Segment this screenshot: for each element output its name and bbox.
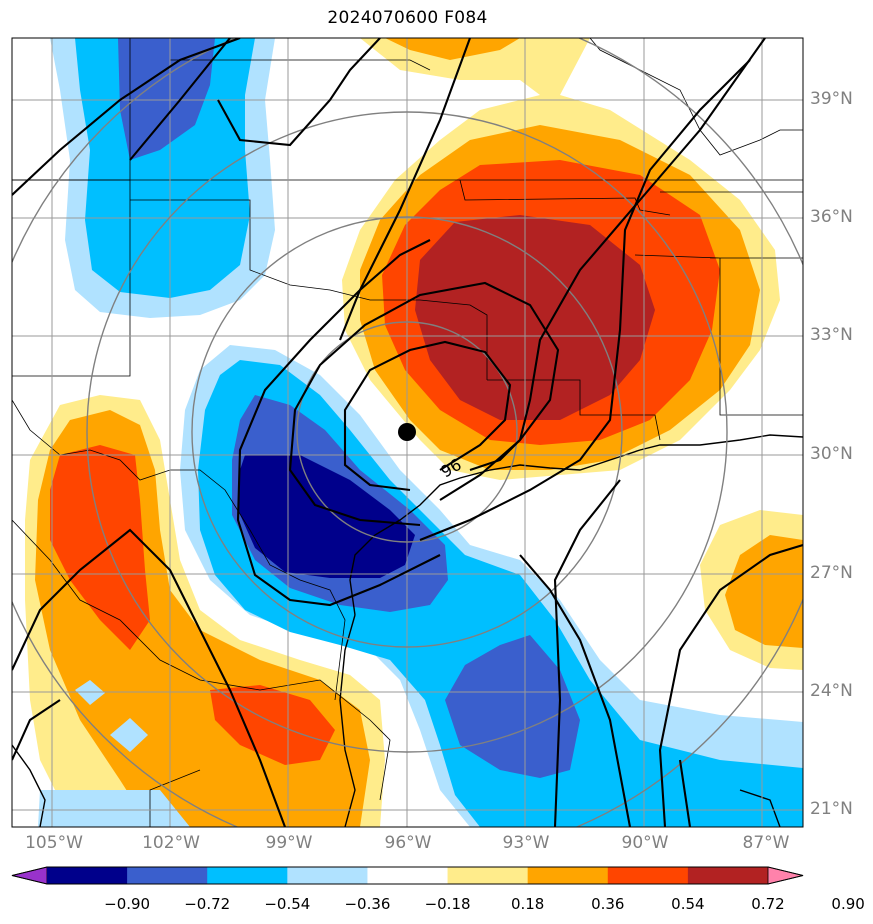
contour-fill-pos-0.36-gulf xyxy=(725,535,803,648)
colorbar-segment xyxy=(47,867,128,884)
colorbar-tick-label: −0.90 xyxy=(104,895,151,913)
colorbar-tick-label: 0.54 xyxy=(671,895,705,913)
contour-line-east2 xyxy=(469,38,766,471)
colorbar xyxy=(11,866,804,885)
colorbar-segment xyxy=(687,867,769,884)
florida-coast xyxy=(739,789,781,827)
colorbar-frame xyxy=(11,866,804,885)
lon-label-93: 93°W xyxy=(502,833,550,853)
boundaries xyxy=(12,38,803,827)
border-la-ar xyxy=(487,379,661,441)
colorbar-tick-label: 0.36 xyxy=(591,895,625,913)
plot-frame xyxy=(11,37,804,828)
colorbar-extend-high xyxy=(767,866,804,885)
contour-fill-neg-0.72-tx xyxy=(238,455,415,578)
contour-fill-pos-0.54-mex xyxy=(50,445,335,765)
contour-line-ks xyxy=(217,38,381,147)
lon-label-99: 99°W xyxy=(265,833,313,853)
lon-label-96: 96°W xyxy=(384,833,432,853)
colorbar-tick-label: 0.72 xyxy=(751,895,785,913)
contour-line-east3 xyxy=(419,59,751,541)
contour-line-mid xyxy=(288,281,560,527)
lat-label-27: 27°N xyxy=(810,563,853,583)
gulf-coast xyxy=(349,434,803,616)
colorbar-tick-label: 0.18 xyxy=(510,895,545,913)
contour-line-east xyxy=(339,38,471,341)
mexico-west-coast xyxy=(12,744,46,827)
mexico-east-coast xyxy=(339,614,356,827)
chart-title: 2024070600 F084 xyxy=(327,8,488,28)
contour-lines xyxy=(12,38,803,827)
contour-line-west xyxy=(12,38,241,196)
colorbar-tick-label: −0.36 xyxy=(344,895,391,913)
contour-line-left2 xyxy=(12,699,61,761)
lat-label-30: 30°N xyxy=(810,444,853,464)
lon-label-87: 87°W xyxy=(742,833,790,853)
lat-label-24: 24°N xyxy=(810,681,853,701)
lat-label-36: 36°N xyxy=(810,207,853,227)
contour-fill-pos-0.72 xyxy=(415,215,655,420)
colorbar-segment xyxy=(287,867,368,884)
colorbar-tick-label: −0.54 xyxy=(264,895,311,913)
colorbar-tick-label: 0.90 xyxy=(831,895,865,913)
border-ar xyxy=(459,179,671,216)
lat-label-21: 21°N xyxy=(810,799,853,819)
contour-line-outer xyxy=(236,239,441,607)
colorbar-segment xyxy=(527,867,609,884)
contour-fill-neg-0.54-plains xyxy=(118,38,215,160)
contour-line-west2 xyxy=(129,38,231,161)
colorbar-segment xyxy=(447,867,529,884)
center-marker xyxy=(398,423,416,441)
lon-label-105: 105°W xyxy=(25,833,83,853)
lon-label-90: 90°W xyxy=(621,833,669,853)
contour-line-south xyxy=(553,479,621,827)
contour-line-se2 xyxy=(678,759,692,827)
contour-line-se xyxy=(658,543,803,827)
border-ok-tx xyxy=(130,199,488,380)
contour-line-inner xyxy=(343,340,512,492)
coastlines xyxy=(12,434,803,827)
colorbar-extend-low xyxy=(11,866,48,885)
lat-label-33: 33°N xyxy=(810,325,853,345)
border-mexico-states xyxy=(12,519,391,827)
colorbar-tick-label: −0.72 xyxy=(184,895,231,913)
colorbar-segment xyxy=(207,867,288,884)
contour-line-left xyxy=(12,528,286,827)
contour-line-south2 xyxy=(519,554,632,827)
range-rings xyxy=(12,38,803,827)
colorbar-tick-label: −0.18 xyxy=(424,895,471,913)
lat-label-39: 39°N xyxy=(810,89,853,109)
grid-lines xyxy=(12,38,803,827)
colorbar-segment xyxy=(127,867,208,884)
colorbar-segment xyxy=(607,867,689,884)
colorbar-segment xyxy=(367,867,449,884)
lon-label-102: 102°W xyxy=(142,833,200,853)
border-rivergrande xyxy=(12,399,346,701)
